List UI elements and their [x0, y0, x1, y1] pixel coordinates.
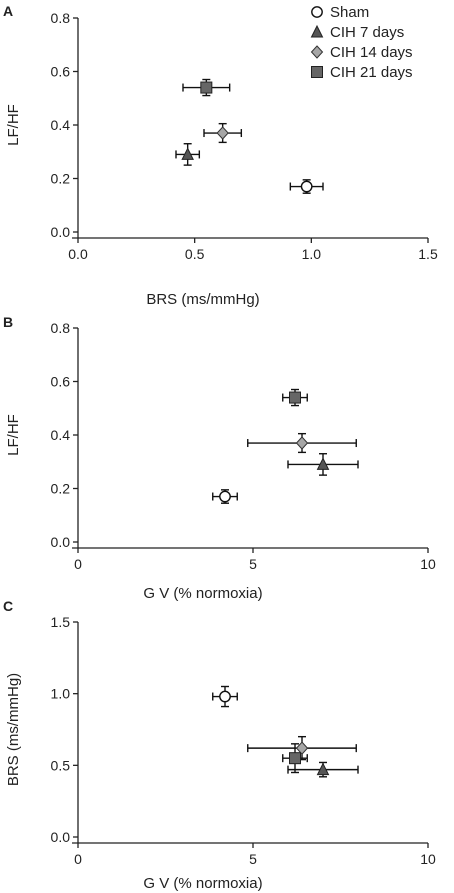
square-marker	[289, 752, 301, 765]
diamond-marker	[216, 126, 229, 140]
triangle-marker	[181, 147, 194, 160]
x-tick-label: 1.5	[418, 246, 438, 262]
data-point-square	[282, 743, 308, 774]
legend-item: CIH 14 days	[310, 44, 413, 61]
circle-marker	[311, 6, 323, 18]
x-tick-label: 1.0	[302, 246, 322, 262]
panel-letter: A	[3, 3, 13, 19]
y-tick-label: 0.2	[51, 481, 71, 497]
x-tick-label: 0	[74, 556, 82, 572]
square-marker	[289, 391, 301, 404]
legend-label: CIH 7 days	[330, 24, 404, 41]
data-point-diamond	[203, 122, 243, 144]
y-tick-label: 0.5	[51, 757, 71, 773]
legend-item: Sham	[311, 4, 369, 21]
legend: Sham CIH 7 days CIH 14 days CIH 21 days	[310, 4, 413, 81]
chart-panel-a: A 0.0 0.2 0.4 0.6 0.8 0.0 0.5 1.0 1.5 LF/HF BRS (ms…	[3, 3, 438, 308]
square-marker	[200, 81, 213, 94]
triangle-marker	[310, 24, 324, 38]
x-tick-label: 0	[74, 851, 82, 867]
triangle-marker	[316, 762, 330, 776]
x-axis-label: G V (% normoxia)	[143, 585, 262, 602]
x-tick-label: 5	[249, 851, 257, 867]
x-tick-label: 10	[420, 851, 436, 867]
panel-letter: B	[3, 314, 13, 330]
circle-marker	[300, 180, 313, 193]
x-tick-label: 0.5	[185, 246, 205, 262]
y-tick-label: 0.6	[51, 64, 71, 80]
x-tick-label: 0.0	[68, 246, 88, 262]
data-point-triangle	[175, 143, 201, 166]
y-tick-label: 0.6	[51, 374, 71, 390]
y-axis-label: BRS (ms/mmHg)	[5, 673, 22, 786]
legend-item: CIH 21 days	[311, 64, 413, 81]
y-axis-label: LF/HF	[5, 414, 22, 456]
y-tick-label: 0.2	[51, 171, 71, 187]
y-tick-label: 0.4	[51, 117, 71, 133]
data-point-circle	[289, 179, 324, 194]
data-point-circle	[212, 489, 238, 504]
circle-marker	[219, 490, 231, 503]
y-tick-label: 0.4	[51, 427, 71, 443]
x-axis-label: BRS (ms/mmHg)	[146, 291, 259, 308]
panel-letter: C	[3, 598, 13, 614]
triangle-marker	[316, 457, 330, 470]
data-point-circle	[212, 685, 238, 708]
y-tick-label: 1.0	[51, 686, 71, 702]
x-tick-label: 5	[249, 556, 257, 572]
data-point-triangle	[287, 453, 359, 476]
legend-label: Sham	[330, 4, 369, 21]
chart-panel-c: C 0.0 0.5 1.0 1.5 0 5 10 BRS (ms/mmHg) G V (% nor…	[3, 598, 436, 892]
data-point-diamond	[247, 735, 357, 761]
data-point-diamond	[247, 432, 357, 454]
y-tick-label: 0.0	[51, 534, 71, 550]
diamond-marker	[295, 436, 309, 450]
square-marker	[311, 66, 323, 78]
chart-panel-b: B 0.0 0.2 0.4 0.6 0.8 0 5 10 LF/HF G V (% normoxia…	[3, 314, 436, 602]
y-tick-label: 1.5	[51, 614, 71, 630]
data-point-square	[282, 388, 308, 407]
data-point-triangle	[287, 761, 359, 778]
y-tick-label: 0.0	[51, 829, 71, 845]
diamond-marker	[295, 741, 309, 755]
data-point-square	[182, 78, 231, 97]
x-axis-label: G V (% normoxia)	[143, 875, 262, 892]
y-tick-label: 0.8	[51, 320, 71, 336]
circle-marker	[219, 690, 231, 703]
legend-item: CIH 7 days	[310, 24, 404, 41]
y-axis-label: LF/HF	[5, 104, 22, 146]
y-tick-label: 0.0	[51, 224, 71, 240]
x-tick-label: 10	[420, 556, 436, 572]
legend-label: CIH 21 days	[330, 64, 413, 81]
legend-label: CIH 14 days	[330, 44, 413, 61]
y-tick-label: 0.8	[51, 10, 71, 26]
diamond-marker	[310, 45, 324, 59]
